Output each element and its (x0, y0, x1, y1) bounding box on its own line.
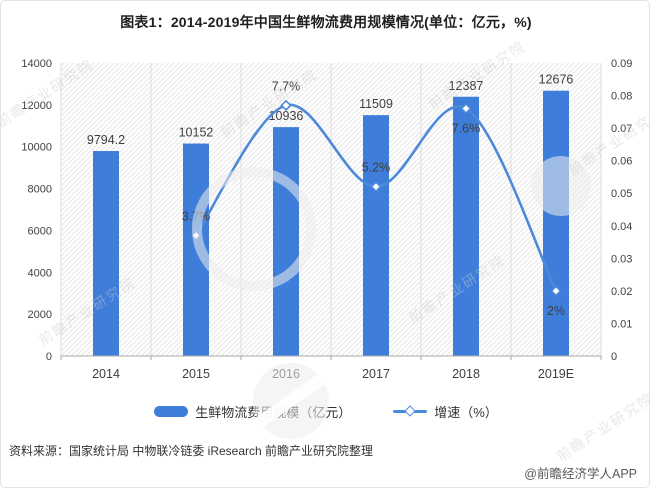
left-axis-tick-label: 8000 (28, 184, 52, 196)
chart-title: 图表1：2014-2019年中国生鲜物流费用规模情况(单位：亿元，%) (120, 14, 532, 30)
diamond-marker-icon (404, 405, 416, 417)
bar-2019E (543, 90, 569, 357)
source-note: 资料来源：国家统计局 中物联冷链委 iResearch 前瞻产业研究院整理 (9, 444, 374, 458)
chart-canvas: 0 2000 4000 6000 8000 10000 12000 14000 0 0.01 0.0… (21, 58, 632, 381)
credit-watermark: @前瞻经济学人APP (524, 467, 637, 481)
line-series-label: 增速（%） (434, 404, 498, 420)
left-axis-tick-label: 14000 (21, 58, 52, 70)
line-marker-2017 (370, 181, 382, 193)
bar-2017 (363, 115, 389, 356)
bar-series-label: 生鲜物流费用规模（亿元） (195, 404, 352, 420)
growth-rate-label: 3.7% (182, 210, 211, 224)
growth-rate-label: 7.6% (452, 122, 481, 136)
legend-item-bar-series: 生鲜物流费用规模（亿元） (154, 402, 351, 421)
bar-value-label: 10936 (269, 109, 304, 123)
growth-rate-label: 5.2% (362, 161, 391, 175)
x-axis-label-2016: 2016 (272, 367, 300, 381)
left-axis-tick-label: 4000 (28, 267, 52, 279)
line-series-swatch (393, 405, 428, 417)
right-axis-tick-label: 0.01 (611, 318, 632, 330)
bar-value-label: 12676 (539, 73, 574, 87)
bar-2018 (453, 96, 479, 356)
right-axis-tick-label: 0.02 (611, 286, 632, 298)
growth-rate-label: 7.7% (272, 79, 301, 93)
x-axis-label-2015: 2015 (182, 367, 210, 381)
x-axis-label-2014: 2014 (92, 367, 120, 381)
legend: 生鲜物流费用规模（亿元） 增速（%） (1, 400, 649, 422)
left-axis-tick-label: 2000 (28, 309, 52, 321)
growth-rate-label: 2% (547, 304, 565, 318)
left-axis-tick-label: 12000 (21, 100, 52, 112)
bar-value-label: 10152 (179, 126, 214, 140)
bar-2014 (93, 151, 119, 356)
line-marker-2019E (550, 285, 562, 297)
right-axis-tick-label: 0.05 (611, 188, 632, 200)
right-axis-tick-label: 0.06 (611, 156, 632, 168)
left-axis-tick-label: 0 (46, 351, 52, 363)
x-axis-label-2018: 2018 (452, 367, 480, 381)
x-axis-label-2019E: 2019E (538, 367, 574, 381)
bar-value-label: 9794.2 (87, 133, 125, 147)
right-axis-tick-label: 0.08 (611, 91, 632, 103)
bar-2016 (273, 127, 299, 356)
legend-item-line-series: 增速（%） (393, 402, 498, 421)
left-axis-tick-label: 6000 (28, 225, 52, 237)
bar-value-label: 11509 (359, 97, 393, 111)
line-marker-2018 (460, 102, 472, 115)
right-axis-tick-label: 0.09 (611, 58, 632, 70)
right-axis-tick-label: 0.03 (611, 253, 632, 265)
right-axis-tick-label: 0.07 (611, 123, 632, 135)
bar-2015 (183, 143, 209, 356)
left-axis-tick-label: 10000 (21, 142, 52, 154)
right-axis-tick-label: 0.04 (611, 221, 632, 233)
bar-series-swatch (154, 405, 189, 417)
bar-value-label: 12387 (449, 79, 484, 93)
line-marker-2016 (280, 99, 292, 111)
x-axis-label-2017: 2017 (362, 367, 390, 381)
right-axis-tick-label: 0 (611, 351, 617, 363)
